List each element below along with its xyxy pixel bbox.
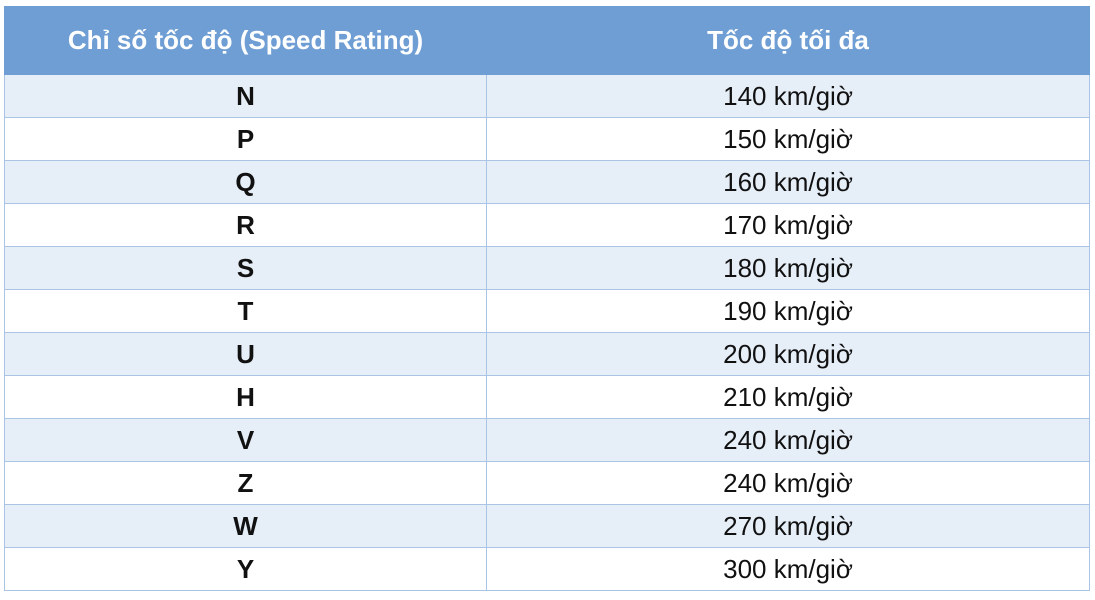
speed-cell: 240 km/giờ xyxy=(486,461,1090,505)
header-row: Chỉ số tốc độ (Speed Rating) Tốc độ tối … xyxy=(4,6,1090,75)
header-cell: Tốc độ tối đa xyxy=(486,6,1090,75)
table-row: Y 300 km/giờ xyxy=(4,547,1090,591)
speed-cell: 200 km/giờ xyxy=(486,332,1090,376)
table-row: U 200 km/giờ xyxy=(4,332,1090,376)
speed-table-container: Chỉ số tốc độ (Speed Rating) Tốc độ tối … xyxy=(4,6,1090,591)
rating-cell: N xyxy=(4,74,487,118)
rating-cell: U xyxy=(4,332,487,376)
speed-cell: 160 km/giờ xyxy=(486,160,1090,204)
table-row: H 210 km/giờ xyxy=(4,375,1090,419)
table-row: S 180 km/giờ xyxy=(4,246,1090,290)
speed-cell: 210 km/giờ xyxy=(486,375,1090,419)
table-row: N 140 km/giờ xyxy=(4,74,1090,118)
rating-cell: Q xyxy=(4,160,487,204)
rating-cell: P xyxy=(4,117,487,161)
table-row: P 150 km/giờ xyxy=(4,117,1090,161)
table-row: W 270 km/giờ xyxy=(4,504,1090,548)
table-row: Q 160 km/giờ xyxy=(4,160,1090,204)
speed-cell: 150 km/giờ xyxy=(486,117,1090,161)
header-cell: Chỉ số tốc độ (Speed Rating) xyxy=(4,6,487,75)
rating-cell: H xyxy=(4,375,487,419)
speed-cell: 240 km/giờ xyxy=(486,418,1090,462)
table-header: Chỉ số tốc độ (Speed Rating) Tốc độ tối … xyxy=(4,6,1090,75)
rating-cell: R xyxy=(4,203,487,247)
rating-cell: V xyxy=(4,418,487,462)
table-row: Z 240 km/giờ xyxy=(4,461,1090,505)
table-body: N 140 km/giờ P 150 km/giờ Q 160 km/giờ R 170 km… xyxy=(4,74,1090,591)
table-row: R 170 km/giờ xyxy=(4,203,1090,247)
speed-cell: 180 km/giờ xyxy=(486,246,1090,290)
table-row: V 240 km/giờ xyxy=(4,418,1090,462)
speed-cell: 170 km/giờ xyxy=(486,203,1090,247)
rating-cell: Z xyxy=(4,461,487,505)
speed-cell: 300 km/giờ xyxy=(486,547,1090,591)
speed-cell: 140 km/giờ xyxy=(486,74,1090,118)
rating-cell: S xyxy=(4,246,487,290)
rating-cell: W xyxy=(4,504,487,548)
table-row: T 190 km/giờ xyxy=(4,289,1090,333)
rating-cell: T xyxy=(4,289,487,333)
speed-table: Chỉ số tốc độ (Speed Rating) Tốc độ tối … xyxy=(4,6,1090,591)
rating-cell: Y xyxy=(4,547,487,591)
speed-cell: 270 km/giờ xyxy=(486,504,1090,548)
speed-cell: 190 km/giờ xyxy=(486,289,1090,333)
